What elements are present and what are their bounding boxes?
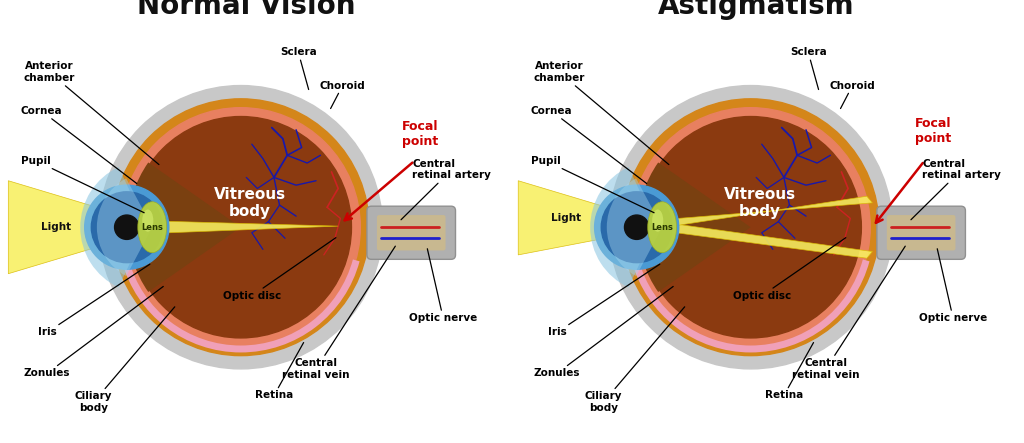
Circle shape: [640, 117, 861, 338]
Text: Pupil: Pupil: [22, 156, 144, 213]
Circle shape: [121, 108, 360, 347]
Text: Central
retinal artery: Central retinal artery: [401, 159, 492, 220]
Circle shape: [130, 117, 351, 338]
Text: Retina: Retina: [255, 342, 303, 400]
Text: Cornea: Cornea: [530, 106, 646, 183]
Wedge shape: [590, 167, 656, 288]
Polygon shape: [518, 181, 872, 258]
Text: Optic disc: Optic disc: [222, 237, 336, 301]
Text: Anterior
chamber: Anterior chamber: [24, 62, 159, 164]
Text: Pupil: Pupil: [531, 156, 654, 213]
Text: Sclera: Sclera: [280, 47, 316, 89]
Text: Central
retinal artery: Central retinal artery: [911, 159, 1001, 220]
Ellipse shape: [652, 210, 664, 232]
Ellipse shape: [648, 202, 677, 253]
Text: Vitreous
body: Vitreous body: [724, 187, 796, 219]
Wedge shape: [128, 163, 241, 292]
Wedge shape: [638, 163, 751, 292]
Circle shape: [631, 108, 870, 347]
Circle shape: [115, 215, 139, 239]
Polygon shape: [8, 181, 338, 274]
Text: Iris: Iris: [548, 264, 659, 338]
Title: Normal Vision: Normal Vision: [137, 0, 355, 20]
Circle shape: [113, 99, 370, 356]
Circle shape: [85, 185, 169, 269]
Wedge shape: [97, 179, 153, 276]
Circle shape: [595, 185, 679, 269]
Circle shape: [99, 85, 382, 369]
Wedge shape: [80, 167, 146, 288]
Text: Lens: Lens: [651, 223, 673, 232]
Circle shape: [91, 192, 162, 263]
FancyBboxPatch shape: [887, 215, 955, 250]
Wedge shape: [607, 179, 663, 276]
Text: Central
retinal vein: Central retinal vein: [283, 246, 395, 380]
Text: Zonules: Zonules: [534, 287, 673, 378]
Text: Iris: Iris: [38, 264, 150, 338]
Text: Central
retinal vein: Central retinal vein: [793, 246, 905, 380]
FancyBboxPatch shape: [367, 206, 456, 259]
Text: Light: Light: [41, 222, 71, 232]
FancyBboxPatch shape: [377, 215, 445, 250]
Text: Anterior
chamber: Anterior chamber: [534, 62, 669, 164]
Text: Vitreous
body: Vitreous body: [214, 187, 286, 219]
Ellipse shape: [142, 210, 154, 232]
Text: Focal
point: Focal point: [915, 117, 951, 145]
FancyBboxPatch shape: [877, 206, 966, 259]
Text: Light: Light: [551, 214, 581, 223]
Text: Choroid: Choroid: [829, 81, 876, 109]
Text: Zonules: Zonules: [24, 287, 163, 378]
Text: Ciliary
body: Ciliary body: [585, 307, 685, 413]
Text: Optic nerve: Optic nerve: [919, 249, 987, 323]
Polygon shape: [651, 196, 872, 229]
Text: Optic nerve: Optic nerve: [409, 249, 477, 323]
Text: Ciliary
body: Ciliary body: [75, 307, 175, 413]
Text: Lens: Lens: [141, 223, 163, 232]
Text: Focal
point: Focal point: [401, 120, 438, 148]
Circle shape: [625, 215, 649, 239]
Circle shape: [623, 99, 879, 356]
Title: Astigmatism: Astigmatism: [657, 0, 854, 20]
Text: Cornea: Cornea: [20, 106, 137, 183]
Circle shape: [601, 192, 672, 263]
Text: Choroid: Choroid: [319, 81, 366, 109]
Text: Retina: Retina: [765, 342, 813, 400]
Text: Optic disc: Optic disc: [732, 237, 846, 301]
Ellipse shape: [138, 202, 167, 253]
Circle shape: [609, 85, 892, 369]
Text: Sclera: Sclera: [790, 47, 826, 89]
